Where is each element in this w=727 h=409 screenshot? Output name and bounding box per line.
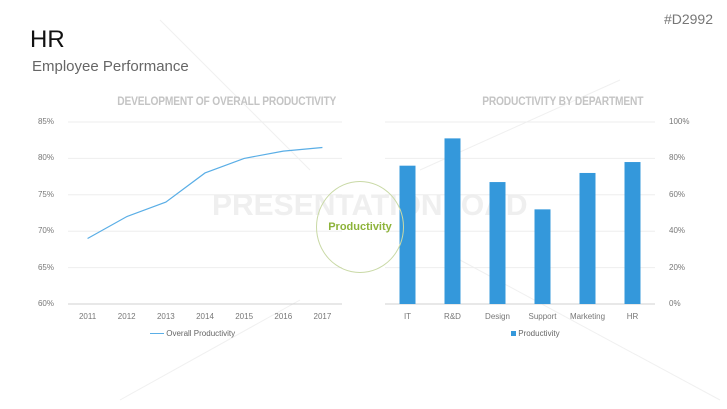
x-tick-label: 2013 bbox=[156, 312, 175, 321]
legend-label: Productivity bbox=[518, 329, 560, 338]
x-tick-label: 2012 bbox=[117, 312, 136, 321]
bar bbox=[579, 172, 596, 304]
center-circle bbox=[316, 181, 404, 273]
bar bbox=[489, 182, 506, 304]
slide-code: #D2992 bbox=[663, 11, 713, 27]
x-tick-label: IT bbox=[403, 312, 412, 321]
decor-line bbox=[119, 299, 301, 401]
y-tick-label: 20% bbox=[669, 262, 686, 272]
bar bbox=[624, 162, 641, 304]
legend-label: Overall Productivity bbox=[166, 329, 236, 338]
center-label: Productivity bbox=[328, 221, 392, 233]
legend-swatch bbox=[511, 331, 516, 336]
x-tick-label: 2015 bbox=[235, 312, 254, 321]
x-tick-label: Support bbox=[528, 312, 557, 321]
y-tick-label: 75% bbox=[37, 189, 54, 199]
x-tick-label: 2011 bbox=[78, 312, 97, 321]
x-tick-label: R&D bbox=[444, 312, 461, 321]
y-tick-label: 85% bbox=[37, 117, 54, 126]
bar-legend: Productivity bbox=[511, 329, 560, 338]
x-tick-label: 2017 bbox=[313, 312, 332, 321]
bar bbox=[534, 209, 551, 304]
y-tick-label: 40% bbox=[669, 226, 686, 236]
x-tick-label: Design bbox=[485, 312, 510, 321]
x-tick-label: HR bbox=[626, 312, 639, 321]
y-tick-label: 60% bbox=[37, 299, 54, 308]
line-legend: Overall Productivity bbox=[150, 329, 235, 338]
legend-swatch bbox=[150, 333, 164, 335]
x-tick-label: 2014 bbox=[196, 312, 214, 321]
y-tick-label: 60% bbox=[669, 189, 686, 199]
page-subtitle: Employee Performance bbox=[32, 58, 189, 75]
bar-chart bbox=[385, 121, 655, 305]
y-tick-label: 65% bbox=[37, 262, 54, 272]
line-chart-title: DEVELOPMENT OF OVERALL PRODUCTIVITY bbox=[117, 94, 337, 108]
series-line bbox=[87, 146, 323, 240]
y-tick-label: 80% bbox=[669, 153, 686, 163]
bar-chart-title: PRODUCTIVITY BY DEPARTMENT bbox=[482, 94, 644, 108]
page-title: HR bbox=[30, 26, 65, 53]
y-tick-label: 100% bbox=[669, 117, 690, 126]
y-tick-label: 80% bbox=[37, 153, 54, 163]
x-tick-label: Marketing bbox=[569, 312, 606, 321]
decor-line bbox=[159, 19, 311, 171]
x-tick-label: 2016 bbox=[274, 312, 293, 321]
bar bbox=[399, 165, 416, 304]
y-tick-label: 0% bbox=[669, 299, 681, 308]
line-chart bbox=[68, 121, 342, 305]
bar bbox=[444, 138, 461, 304]
y-tick-label: 70% bbox=[37, 226, 54, 236]
